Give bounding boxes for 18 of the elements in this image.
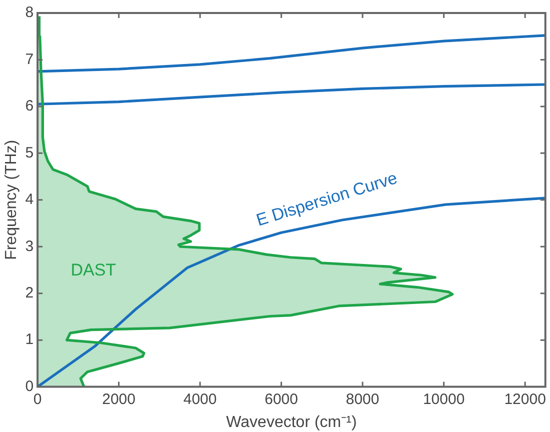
x-tick-label: 2000 [102,390,136,408]
y-tick-label: 5 [25,144,34,162]
x-tick-label: 8000 [346,390,380,408]
x-tick-label: 6000 [264,390,298,408]
y-tick-label: 4 [25,191,34,208]
x-axis-title: Wavevector (cm⁻¹) [226,414,357,431]
y-tick-label: 3 [25,238,34,255]
y-tick-label: 7 [25,50,34,68]
x-tick-label: 12000 [504,390,546,408]
y-tick-label: 6 [25,98,34,115]
y-axis-title: Frequency (THz) [3,140,20,260]
annotation: DAST [70,260,116,280]
y-tick-label: 2 [25,284,34,302]
y-tick-label: 0 [25,378,34,395]
y-tick-label: 8 [25,4,34,22]
x-tick-label: 4000 [183,390,217,408]
y-tick-label: 1 [25,331,34,348]
x-tick-label: 10000 [422,390,465,408]
